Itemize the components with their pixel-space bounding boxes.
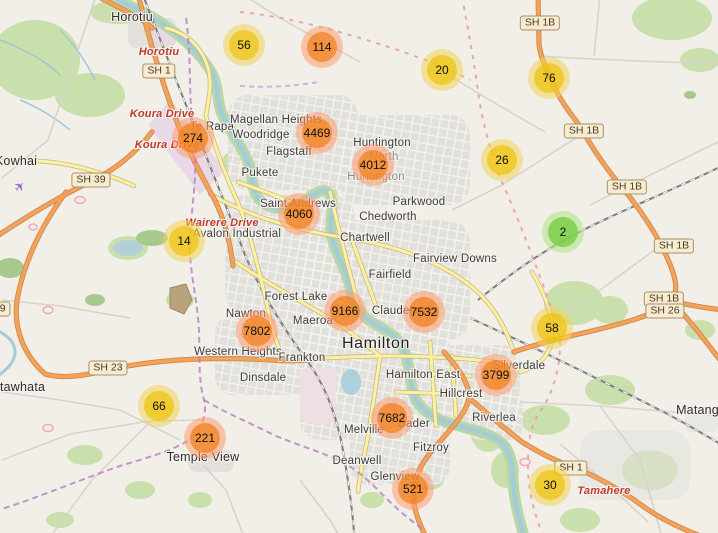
marker-cluster[interactable]: 4012: [352, 144, 394, 186]
place-label: Kowhai: [0, 154, 38, 168]
cluster-count: 4469: [302, 118, 332, 148]
marker-cluster[interactable]: 58: [531, 307, 573, 349]
place-label: Avalon Industrial: [192, 228, 282, 240]
quarry-area: [169, 283, 193, 315]
road-name-label: Wairere Drive: [185, 217, 259, 229]
place-label: Deanwell: [332, 455, 382, 467]
cluster-count: 7682: [377, 403, 407, 433]
highway-shield-badge: SH 1B: [519, 15, 561, 31]
cluster-count: 26: [487, 145, 517, 175]
rotokauri-lake: [113, 240, 143, 256]
marker-cluster[interactable]: 26: [481, 139, 523, 181]
highway-shield-badge: SH 1: [142, 63, 176, 79]
highway-shield-badge: SH 39: [0, 301, 11, 317]
highway-shield-badge: SH 23: [88, 360, 128, 376]
highway-shield-badge: SH 39: [71, 172, 111, 188]
marker-cluster[interactable]: 76: [528, 57, 570, 99]
marker-cluster[interactable]: 56: [223, 24, 265, 66]
place-label: Parkwood: [392, 196, 446, 208]
streams: [0, 29, 96, 131]
marker-cluster[interactable]: 20: [421, 49, 463, 91]
place-label: Riverlea: [472, 412, 516, 424]
place-label: Hamilton: [342, 335, 410, 352]
marker-cluster[interactable]: 66: [138, 385, 180, 427]
pink-outlines: [28, 195, 531, 467]
marker-cluster[interactable]: 274: [172, 117, 214, 159]
cluster-count: 76: [534, 63, 564, 93]
forest-areas: [0, 91, 696, 306]
place-label: Hillcrest: [439, 388, 483, 400]
cluster-count: 4012: [358, 150, 388, 180]
cluster-count: 30: [535, 470, 565, 500]
waikato-river: [114, 0, 526, 533]
highway-shield-badge: SH 1B: [653, 238, 695, 254]
place-label: Frankton: [278, 352, 326, 364]
cluster-count: 9166: [330, 296, 360, 326]
marker-cluster[interactable]: 7532: [403, 291, 445, 333]
place-label: Dinsdale: [239, 372, 287, 384]
highway-shield-badge: SH 26: [645, 303, 685, 319]
cluster-count: 221: [190, 423, 220, 453]
cluster-count: 521: [398, 474, 428, 504]
marker-cluster[interactable]: 521: [392, 468, 434, 510]
cluster-count: 7532: [409, 297, 439, 327]
marker-cluster[interactable]: 7682: [371, 397, 413, 439]
marker-cluster[interactable]: 14: [163, 220, 205, 262]
marker-cluster[interactable]: 30: [529, 464, 571, 506]
place-label: Horotiu: [111, 10, 153, 24]
place-label: Pukete: [241, 167, 279, 179]
marker-cluster[interactable]: 114: [301, 26, 343, 68]
cluster-count: 4060: [284, 199, 314, 229]
highway-shield-badge: SH 1B: [643, 291, 685, 307]
cluster-count: 14: [169, 226, 199, 256]
cluster-count: 3799: [481, 360, 511, 390]
hamilton-lake: [341, 369, 361, 395]
marker-cluster[interactable]: 3799: [475, 354, 517, 396]
marker-cluster[interactable]: 4060: [278, 193, 320, 235]
highway-shield-badge: SH 1B: [606, 179, 648, 195]
place-label: Fairview Downs: [413, 253, 497, 265]
place-label: Chedworth: [359, 211, 417, 223]
marker-cluster[interactable]: 4469: [296, 112, 338, 154]
cluster-count: 7802: [242, 316, 272, 346]
marker-cluster[interactable]: 2: [542, 211, 584, 253]
cluster-count: 114: [307, 32, 337, 62]
cluster-count: 274: [178, 123, 208, 153]
road-name-label: Tamahere: [577, 485, 631, 497]
place-label: Fitzroy: [413, 442, 449, 454]
marker-cluster[interactable]: 7802: [236, 310, 278, 352]
cluster-count: 2: [548, 217, 578, 247]
cluster-count: 56: [229, 30, 259, 60]
road-name-label: Horotiu: [138, 46, 180, 58]
place-label: Flagstaff: [266, 146, 312, 158]
marker-cluster[interactable]: 221: [184, 417, 226, 459]
waipa-river: [0, 330, 17, 377]
place-label: atawhata: [0, 380, 46, 394]
place-label: Fairfield: [368, 269, 412, 281]
place-label: Hamilton East: [385, 369, 461, 381]
marker-cluster[interactable]: 9166: [324, 290, 366, 332]
place-label: Maeroa: [292, 315, 334, 327]
place-label: Chartwell: [340, 232, 390, 244]
place-label: Matangi: [676, 403, 718, 417]
road-name-label: Koura Drive: [129, 108, 195, 120]
cluster-count: 20: [427, 55, 457, 85]
place-label: Woodridge: [232, 129, 290, 141]
cluster-count: 58: [537, 313, 567, 343]
cluster-count: 66: [144, 391, 174, 421]
highway-shield-badge: SH 1B: [563, 123, 605, 139]
place-label: Forest Lake: [264, 291, 328, 303]
